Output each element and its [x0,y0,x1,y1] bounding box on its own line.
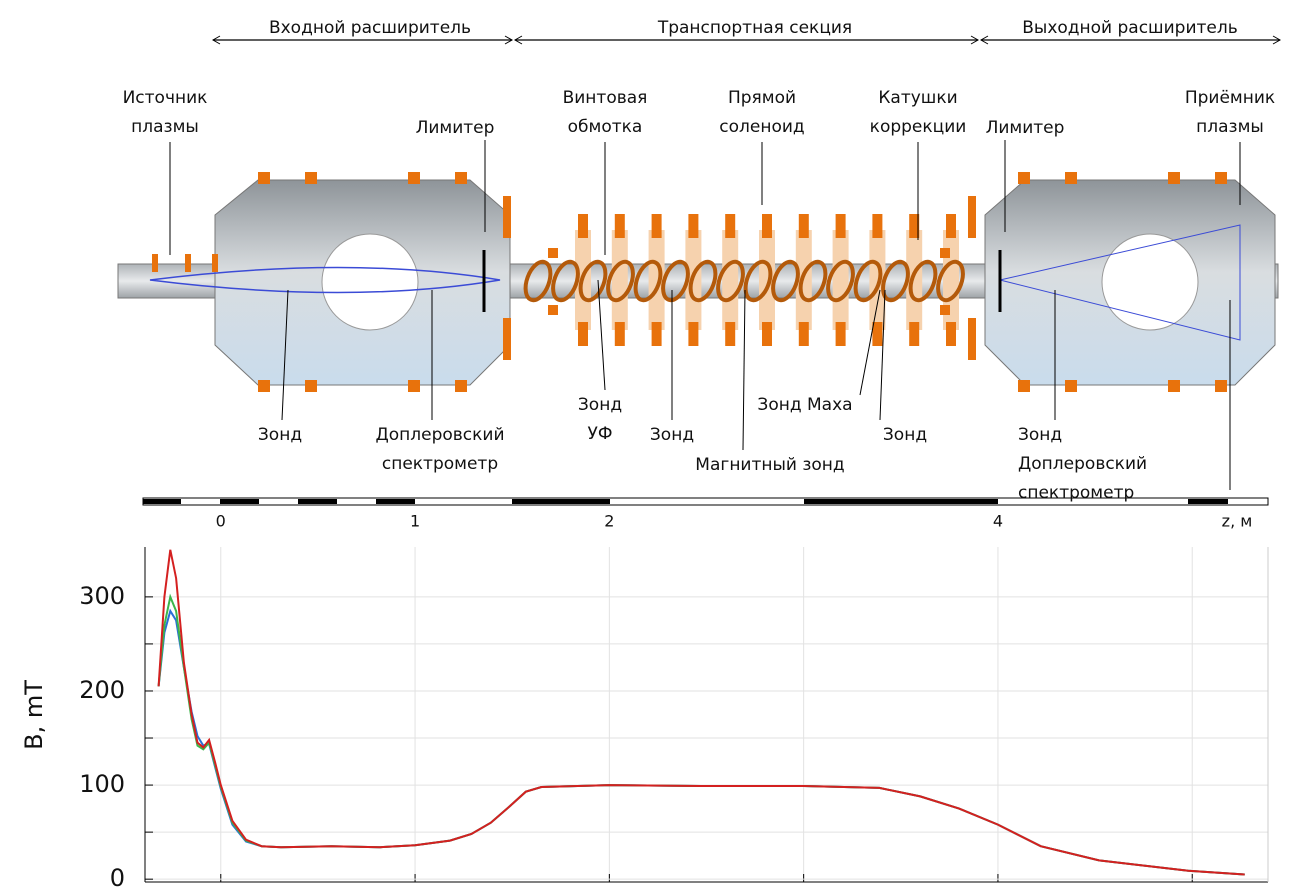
coil [799,322,809,346]
label: Зонд [578,395,622,415]
coil [305,380,317,392]
label: спектрометр [1018,483,1134,503]
coil [152,254,158,272]
coil [455,172,467,184]
coil [615,214,625,238]
coil [455,380,467,392]
coil [1065,380,1077,392]
coil [1018,172,1030,184]
label: спектрометр [382,454,498,474]
coil [1065,172,1077,184]
label: УФ [588,424,613,444]
coil [652,322,662,346]
coil [408,380,420,392]
y-axis-label: B, mT [20,680,48,750]
label: Зонд [650,425,694,445]
label: Доплеровский [1018,454,1147,474]
device-drawing [118,36,1280,490]
y-tick-label: 300 [79,582,125,610]
coil-light [612,230,628,330]
coil [940,248,950,258]
label: Прямой [728,88,796,108]
x-tick-label: 2 [604,512,614,531]
label: Приёмник [1185,88,1275,108]
coil [762,214,772,238]
coil [940,305,950,315]
coil [688,322,698,346]
section-title: Входной расширитель [269,18,471,38]
coil [503,196,511,238]
label: Зонд [1018,425,1062,445]
coil [725,214,735,238]
label: плазмы [131,117,199,137]
coil [578,322,588,346]
coil [1018,380,1030,392]
x-tick-label: 4 [993,512,1003,531]
coil [725,322,735,346]
coil [688,214,698,238]
label: Винтовая [563,88,648,108]
x-tick-label: 0 [216,512,226,531]
coil [652,214,662,238]
coil [503,318,511,360]
coil [1168,172,1180,184]
coil [1215,172,1227,184]
label: Катушки [878,88,957,108]
label: соленоид [719,117,804,137]
coil [836,214,846,238]
section-title: Выходной расширитель [1022,18,1238,38]
coil [185,254,191,272]
x-axis-label: z, м [1222,512,1253,531]
label: Зонд [883,425,927,445]
coil [1168,380,1180,392]
label: Зонд [258,425,302,445]
coil-light [833,230,849,330]
figure: Входной расширитель Транспортная секция Вы… [0,0,1294,887]
coil [872,322,882,346]
coil [946,214,956,238]
x-tick-label: 1 [410,512,420,531]
coil [212,254,218,272]
coil [968,318,976,360]
label: обмотка [568,117,643,137]
coil [258,380,270,392]
label: Лимитер [416,118,495,138]
coil [305,172,317,184]
coil [615,322,625,346]
y-tick-label: 200 [79,676,125,704]
label: Магнитный зонд [695,455,844,475]
y-tick-label: 0 [110,864,125,887]
coil [408,172,420,184]
coil [762,322,772,346]
coil-light [722,230,738,330]
label: плазмы [1196,117,1264,137]
data-line [159,597,1245,875]
label: Лимитер [986,118,1065,138]
data-line [159,550,1245,875]
label: Зонд Маха [757,395,852,415]
section-title: Транспортная секция [657,18,852,38]
coil [946,322,956,346]
coil [578,214,588,238]
data-line [159,611,1245,875]
coil [872,214,882,238]
coil [968,196,976,238]
coil [548,305,558,315]
coil [258,172,270,184]
coil [909,322,919,346]
coil [1215,380,1227,392]
label: коррекции [870,117,967,137]
coil [799,214,809,238]
coil [836,322,846,346]
coil [548,248,558,258]
label: Источник [123,88,208,108]
y-tick-label: 100 [79,770,125,798]
label: Доплеровский [375,425,504,445]
